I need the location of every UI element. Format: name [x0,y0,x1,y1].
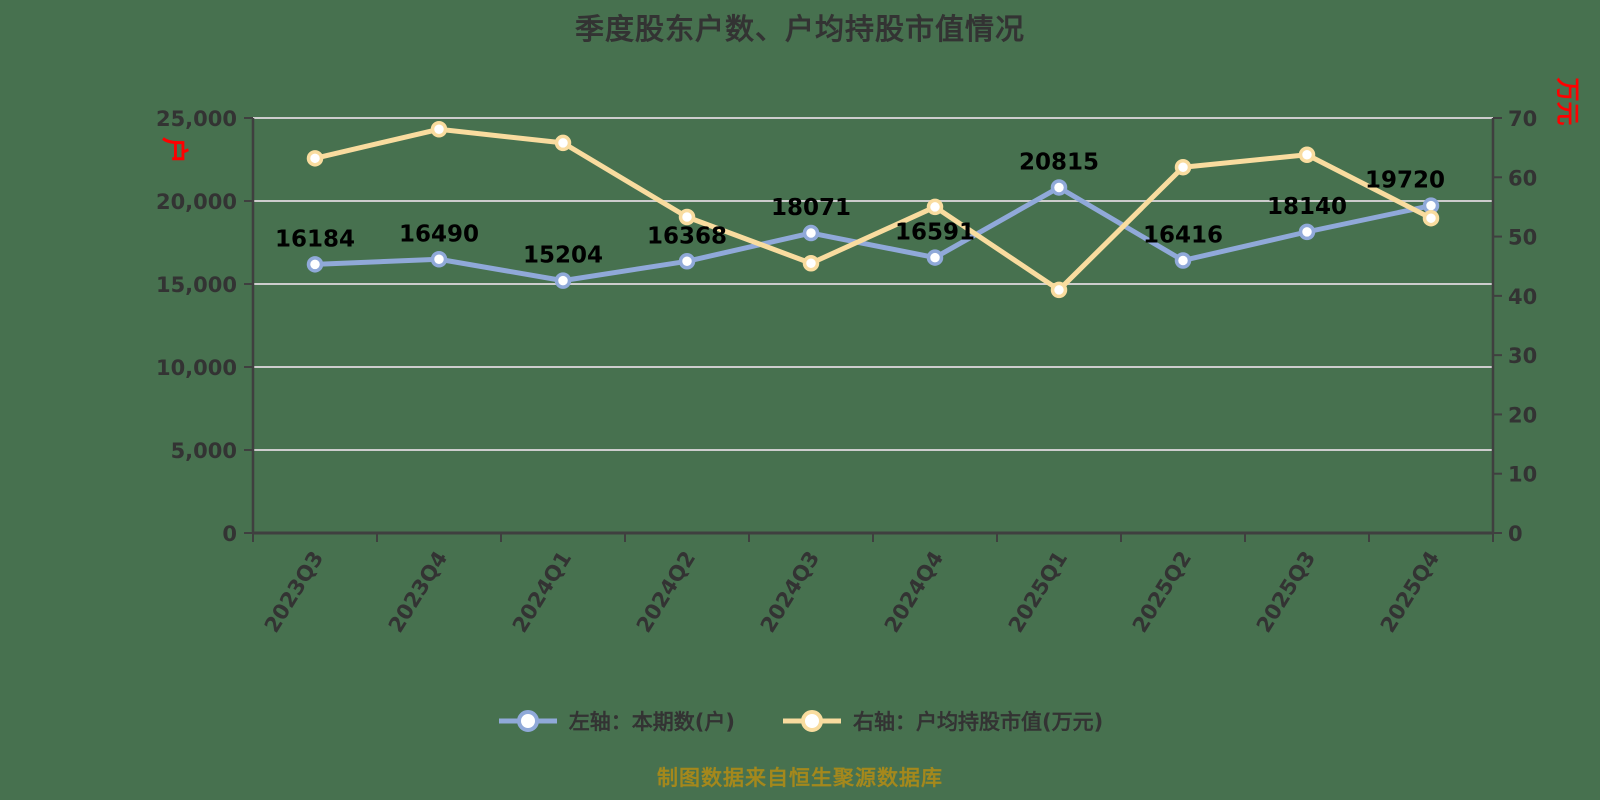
right-axis-tick-label: 40 [1508,285,1537,309]
data-point-marker[interactable] [554,272,572,289]
data-point-label: 15204 [523,243,603,269]
data-point-label: 18071 [771,195,851,221]
data-point-marker[interactable] [1050,179,1068,196]
data-point-label: 20815 [1019,149,1099,175]
x-axis-category-label: 2025Q3 [1252,547,1321,637]
x-axis-category-label: 2025Q1 [1004,547,1073,637]
right-axis-tick-label: 50 [1508,226,1537,250]
data-point-marker[interactable] [1422,209,1440,227]
data-point-marker[interactable] [1298,223,1316,241]
data-point-label: 19720 [1365,168,1445,194]
x-axis-category-label: 2025Q2 [1128,547,1197,637]
data-point-label: 16184 [275,226,355,252]
line-circle-marker-icon [783,710,841,732]
data-point-marker[interactable] [430,251,448,268]
right-axis-tick-label: 0 [1508,522,1523,546]
left-axis-tick-label: 5,000 [171,439,237,463]
left-axis-tick-label: 25,000 [156,107,237,131]
x-axis-category-label: 2025Q4 [1376,547,1445,637]
data-point-marker[interactable] [678,208,696,226]
data-point-marker[interactable] [1174,158,1192,176]
data-point-marker[interactable] [430,121,448,138]
data-point-label: 18140 [1267,194,1347,220]
legend-item-right-series[interactable]: 右轴：户均持股市值(万元) [781,706,1103,736]
left-axis-tick-label: 10,000 [156,356,237,380]
data-point-label: 16490 [399,221,479,247]
right-axis-tick-label: 70 [1508,107,1537,131]
data-point-marker[interactable] [678,253,696,270]
data-point-marker[interactable] [802,255,820,272]
data-point-marker[interactable] [802,224,820,242]
x-axis-category-label: 2024Q1 [508,547,577,637]
data-point-marker[interactable] [1298,146,1316,164]
data-point-marker[interactable] [926,249,944,266]
right-axis-tick-label: 10 [1508,463,1537,487]
left-axis-tick-label: 0 [222,522,237,546]
x-axis-category-label: 2023Q3 [260,547,329,637]
legend-label-left-series: 左轴：本期数(户) [568,710,735,734]
right-axis-tick-label: 30 [1508,344,1537,368]
data-point-marker[interactable] [554,134,572,152]
data-point-marker[interactable] [306,256,324,273]
data-source-note: 制图数据来自恒生聚源数据库 [657,766,943,790]
right-axis-tick-label: 60 [1508,166,1537,190]
data-point-marker[interactable] [1174,252,1192,269]
x-axis-category-label: 2024Q2 [632,547,701,637]
line-circle-marker-icon [498,710,557,732]
left-axis-tick-label: 15,000 [156,273,237,297]
right-axis-tick-label: 20 [1508,403,1537,427]
legend-label-right-series: 右轴：户均持股市值(万元) [853,710,1104,734]
series-line-left [312,184,1434,284]
data-point-label: 16368 [647,223,727,249]
chart-title: 季度股东户数、户均持股市值情况 [574,12,1025,46]
data-point-marker[interactable] [306,150,324,167]
data-point-marker[interactable] [926,198,944,216]
data-point-label: 16591 [895,220,975,246]
data-point-marker[interactable] [1050,281,1068,299]
x-axis-category-label: 2024Q3 [756,547,825,637]
legend-item-left-series[interactable]: 左轴：本期数(户) [497,706,735,736]
x-axis-category-label: 2024Q4 [880,547,949,637]
x-axis-category-label: 2023Q4 [384,547,453,637]
left-axis-tick-label: 20,000 [156,190,237,214]
series-line-right [312,126,1434,293]
data-point-label: 16416 [1143,222,1223,248]
chart-legend: 左轴：本期数(户) 右轴：户均持股市值(万元) [0,706,1600,736]
